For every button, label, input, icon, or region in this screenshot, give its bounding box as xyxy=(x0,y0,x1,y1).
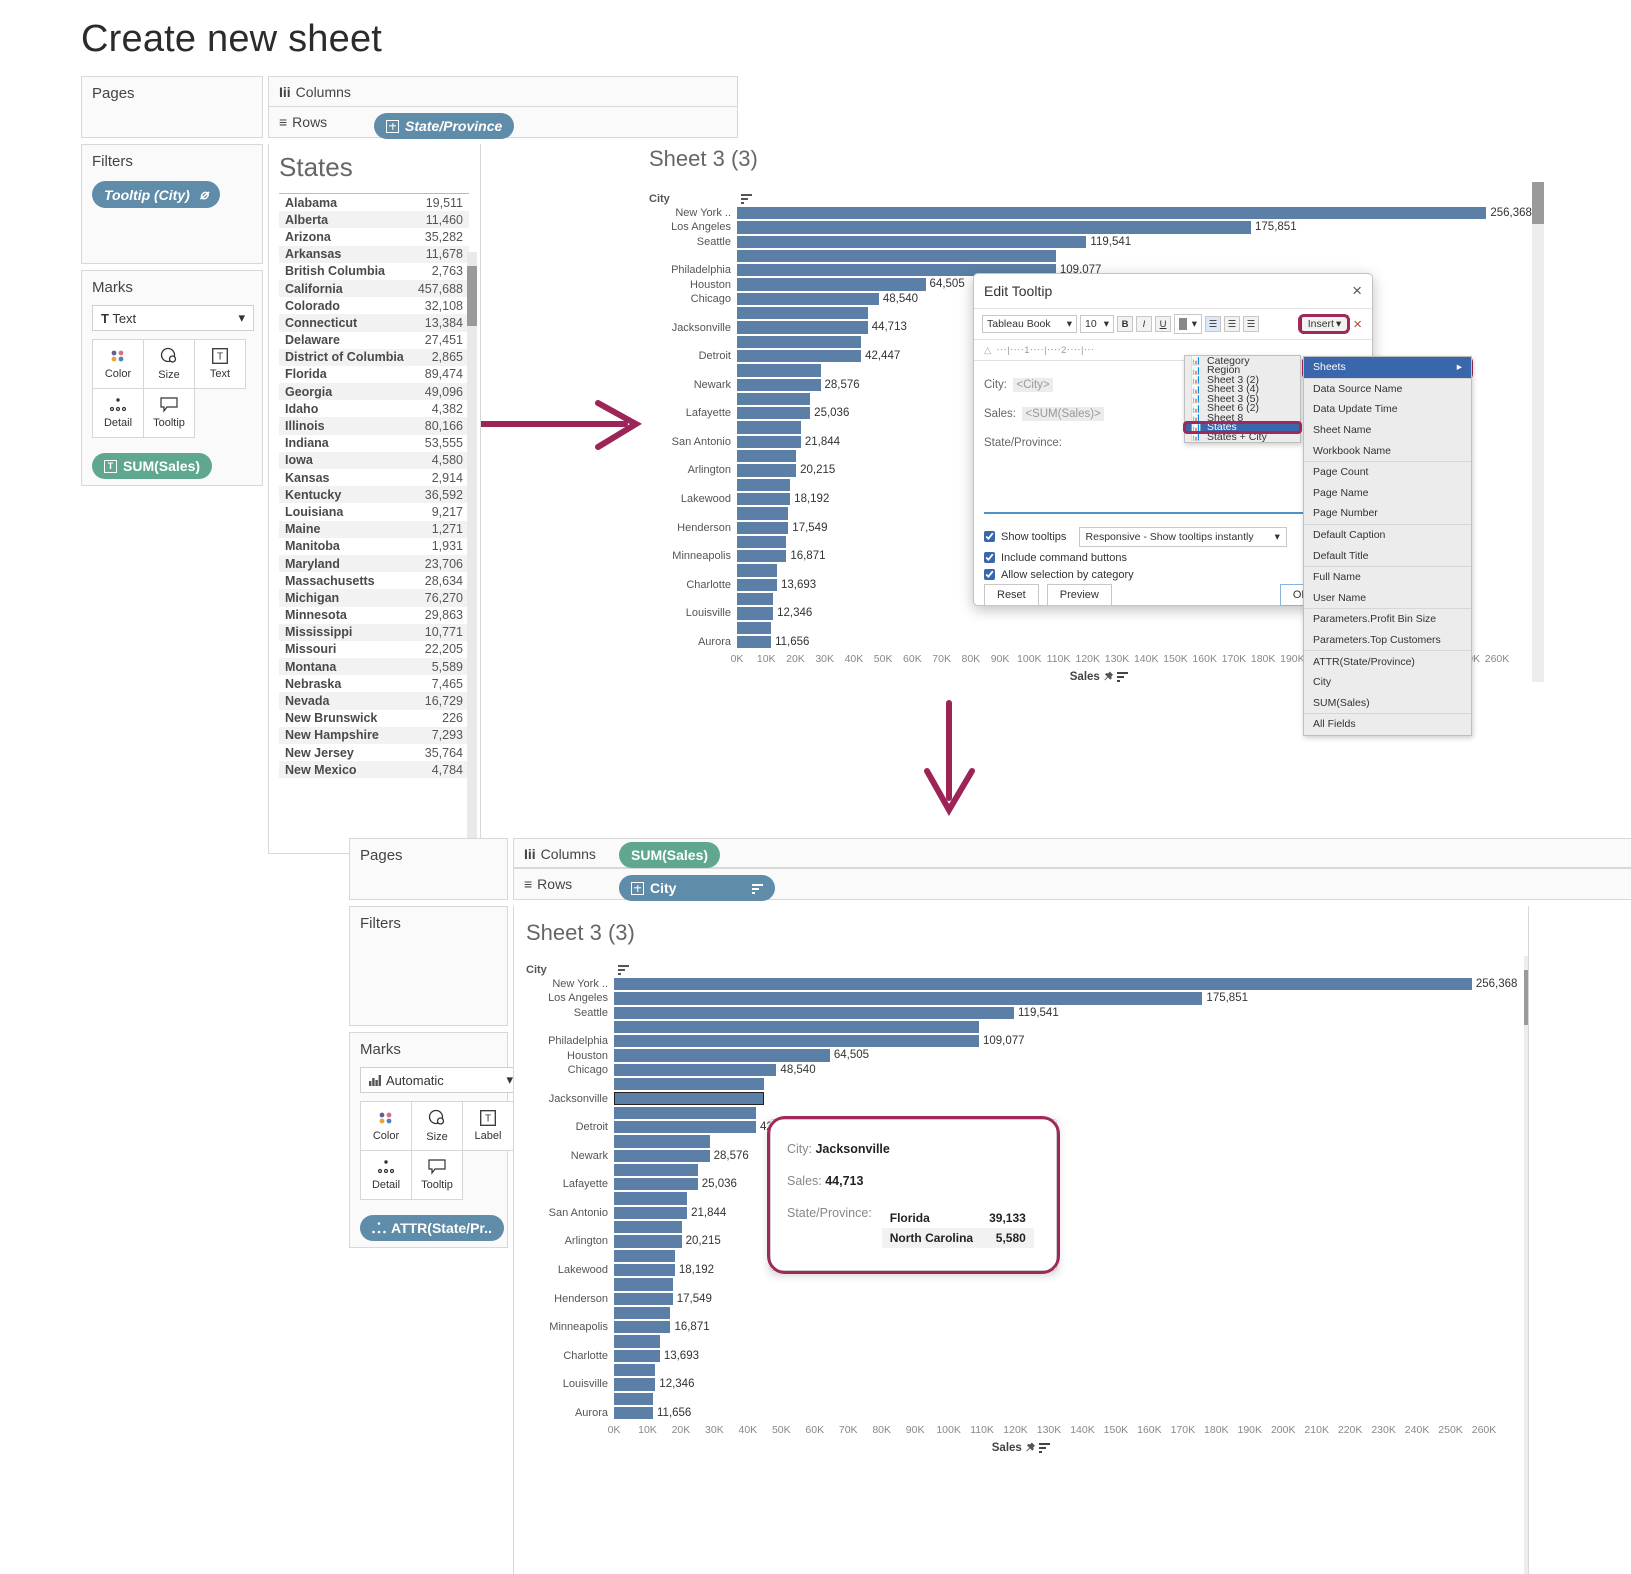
svg-text:T: T xyxy=(485,1114,491,1125)
svg-text:T: T xyxy=(217,352,223,363)
